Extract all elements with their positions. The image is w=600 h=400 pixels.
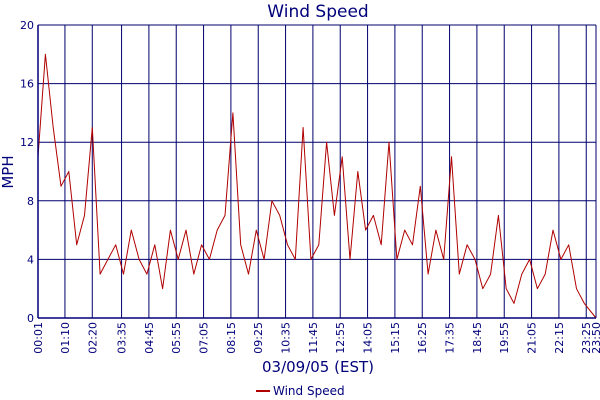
series-group (37, 53, 597, 319)
x-tick-label: 10:35 (280, 322, 293, 354)
x-tick-labels: 00:01 01:10 02:20 03:35 04:45 05:55 07:05 08:15… (32, 322, 600, 354)
x-tick-label: 12:55 (334, 322, 347, 354)
legend-label: Wind Speed (273, 384, 345, 398)
chart-title: Wind Speed (267, 2, 368, 22)
x-tick-label: 08:15 (225, 322, 238, 354)
y-tick-labels: 0 4 8 12 16 20 (20, 19, 34, 325)
y-tick-label: 4 (27, 253, 34, 266)
x-tick-label: 09:25 (252, 322, 265, 354)
x-tick-label: 11:45 (307, 322, 320, 354)
x-tick-label: 05:55 (170, 322, 183, 354)
x-axis-label: 03/09/05 (EST) (262, 358, 374, 376)
x-tick-label: 14:05 (362, 322, 375, 354)
x-tick-label: 02:20 (86, 322, 99, 354)
y-tick-label: 12 (20, 136, 34, 149)
x-tick-label: 03:35 (116, 322, 129, 354)
axes (37, 25, 596, 319)
x-tick-label: 15:15 (389, 322, 402, 354)
x-tick-label: 23:25 (580, 322, 593, 354)
y-axis-label: MPH (0, 155, 17, 188)
legend: Wind Speed (256, 384, 345, 398)
y-tick-label: 16 (20, 78, 34, 91)
x-tick-label: 04:45 (143, 322, 156, 354)
y-tick-label: 20 (20, 19, 34, 32)
x-tick-label: 21:05 (526, 322, 539, 354)
y-tick-label: 0 (27, 312, 34, 325)
x-tick-label: 19:55 (498, 322, 511, 354)
x-tick-label: 00:01 (32, 322, 45, 354)
series-line-wind-speed (37, 53, 597, 319)
x-tick-label: 17:35 (444, 322, 457, 354)
x-tick-label: 16:25 (416, 322, 429, 354)
x-tick-label: 07:05 (198, 322, 211, 354)
x-tick-label: 23:50 (590, 322, 600, 354)
x-tick-label: 01:10 (59, 322, 72, 354)
x-tick-label: 18:45 (471, 322, 484, 354)
x-tick-label: 22:15 (553, 322, 566, 354)
y-tick-label: 8 (27, 195, 34, 208)
grid-lines (37, 24, 597, 319)
